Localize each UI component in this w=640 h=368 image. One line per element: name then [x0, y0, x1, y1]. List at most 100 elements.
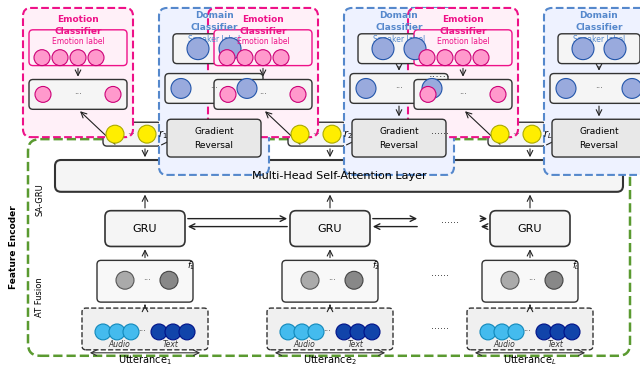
Text: ···: ···	[259, 90, 267, 99]
Circle shape	[105, 86, 121, 102]
Text: ···: ···	[395, 84, 403, 93]
FancyBboxPatch shape	[288, 122, 346, 146]
FancyBboxPatch shape	[414, 79, 512, 109]
Text: Audio: Audio	[108, 340, 130, 349]
Text: ······: ······	[431, 129, 449, 139]
Circle shape	[165, 324, 181, 340]
Circle shape	[550, 324, 566, 340]
Circle shape	[350, 324, 366, 340]
Circle shape	[336, 324, 352, 340]
Text: ······: ······	[431, 324, 449, 334]
Text: Speaker label: Speaker label	[573, 35, 625, 44]
Text: ···: ···	[127, 130, 135, 139]
FancyBboxPatch shape	[173, 34, 255, 64]
Text: Domain: Domain	[580, 11, 618, 20]
Text: Utterance$_1$: Utterance$_1$	[118, 353, 172, 367]
FancyBboxPatch shape	[488, 122, 546, 146]
Circle shape	[455, 50, 471, 66]
Circle shape	[556, 78, 576, 98]
FancyBboxPatch shape	[550, 74, 640, 103]
FancyBboxPatch shape	[214, 79, 312, 109]
Circle shape	[480, 324, 496, 340]
Text: ···: ···	[328, 276, 336, 285]
FancyBboxPatch shape	[350, 74, 448, 103]
Text: ···: ···	[210, 84, 218, 93]
Circle shape	[523, 125, 541, 143]
Circle shape	[34, 50, 50, 66]
Circle shape	[491, 125, 509, 143]
Circle shape	[291, 125, 309, 143]
Text: ···: ···	[523, 328, 531, 336]
Text: ···: ···	[459, 90, 467, 99]
Circle shape	[536, 324, 552, 340]
FancyBboxPatch shape	[490, 211, 570, 247]
FancyBboxPatch shape	[208, 8, 318, 137]
Text: Reversal: Reversal	[579, 141, 618, 150]
FancyBboxPatch shape	[344, 8, 454, 175]
Text: Reversal: Reversal	[380, 141, 419, 150]
Text: Text: Text	[548, 340, 564, 349]
Circle shape	[151, 324, 167, 340]
Text: Classifier: Classifier	[239, 27, 287, 36]
Text: Emotion: Emotion	[442, 15, 484, 24]
Circle shape	[106, 125, 124, 143]
Text: Domain: Domain	[195, 11, 234, 20]
Text: Emotion label: Emotion label	[436, 37, 490, 46]
Circle shape	[273, 50, 289, 66]
Text: Emotion: Emotion	[57, 15, 99, 24]
Text: Classifier: Classifier	[54, 27, 102, 36]
Circle shape	[187, 38, 209, 60]
Circle shape	[622, 78, 640, 98]
Circle shape	[123, 324, 139, 340]
Text: Utterance$_L$: Utterance$_L$	[503, 353, 557, 367]
Circle shape	[473, 50, 489, 66]
FancyBboxPatch shape	[408, 8, 518, 137]
FancyBboxPatch shape	[105, 211, 185, 247]
Text: ······: ······	[429, 72, 451, 82]
Text: ···: ···	[143, 276, 151, 285]
Text: Audio: Audio	[493, 340, 515, 349]
Circle shape	[35, 86, 51, 102]
FancyBboxPatch shape	[482, 261, 578, 302]
Text: SA-GRU: SA-GRU	[35, 183, 45, 216]
Circle shape	[52, 50, 68, 66]
FancyBboxPatch shape	[290, 211, 370, 247]
Text: $r_2$: $r_2$	[343, 128, 353, 141]
Text: AT Fusion: AT Fusion	[35, 277, 45, 317]
FancyBboxPatch shape	[467, 308, 593, 350]
Text: $f_2$: $f_2$	[372, 259, 380, 272]
Circle shape	[422, 78, 442, 98]
FancyBboxPatch shape	[55, 160, 623, 192]
Text: Speaker label: Speaker label	[373, 35, 425, 44]
Text: ···: ···	[528, 276, 536, 285]
Text: Classifier: Classifier	[439, 27, 487, 36]
FancyBboxPatch shape	[23, 8, 133, 137]
Text: GRU: GRU	[132, 224, 157, 234]
FancyBboxPatch shape	[29, 79, 127, 109]
FancyBboxPatch shape	[167, 119, 261, 157]
Text: $r_1$: $r_1$	[158, 128, 168, 141]
FancyBboxPatch shape	[544, 8, 640, 175]
FancyBboxPatch shape	[558, 34, 640, 64]
FancyBboxPatch shape	[103, 122, 161, 146]
Text: Audio: Audio	[293, 340, 315, 349]
FancyBboxPatch shape	[214, 30, 312, 66]
Circle shape	[294, 324, 310, 340]
Text: GRU: GRU	[518, 224, 542, 234]
Circle shape	[219, 50, 235, 66]
Circle shape	[179, 324, 195, 340]
Circle shape	[109, 324, 125, 340]
FancyBboxPatch shape	[552, 119, 640, 157]
FancyBboxPatch shape	[159, 8, 269, 175]
Text: ···: ···	[138, 328, 146, 336]
Text: ···: ···	[312, 130, 320, 139]
FancyBboxPatch shape	[352, 119, 446, 157]
Circle shape	[364, 324, 380, 340]
Circle shape	[494, 324, 510, 340]
Circle shape	[564, 324, 580, 340]
Text: Reversal: Reversal	[195, 141, 234, 150]
FancyBboxPatch shape	[29, 30, 127, 66]
FancyBboxPatch shape	[82, 308, 208, 350]
Circle shape	[301, 271, 319, 289]
Text: Classifier: Classifier	[375, 23, 423, 32]
